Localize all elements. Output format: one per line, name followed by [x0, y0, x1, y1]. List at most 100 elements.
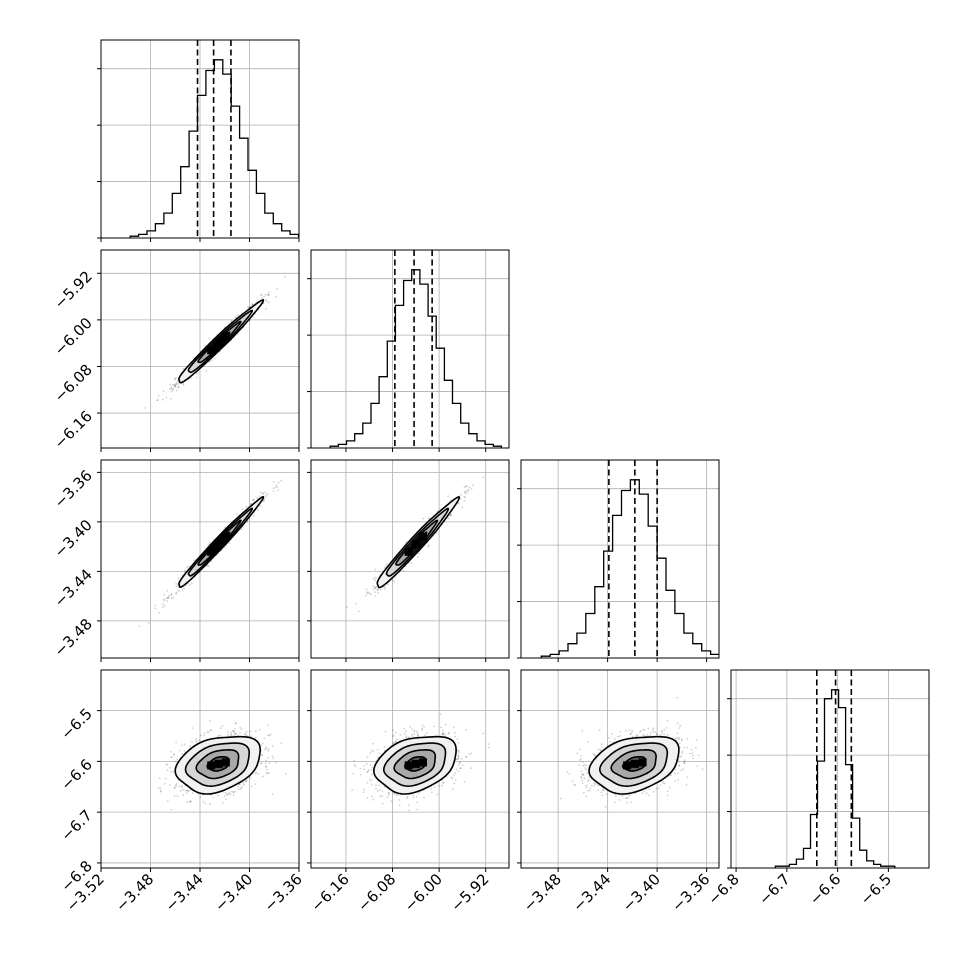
sample-point — [209, 729, 212, 732]
sample-point — [388, 792, 390, 794]
sample-point — [398, 804, 401, 806]
sample-point — [163, 783, 166, 785]
sample-point — [174, 385, 177, 388]
y-tick-label: −3.36 — [51, 466, 96, 511]
sample-point — [228, 792, 230, 795]
histogram-0 — [129, 40, 299, 238]
sample-point — [227, 734, 229, 736]
sample-point — [262, 742, 264, 745]
sample-point — [428, 517, 430, 520]
sample-point — [267, 301, 270, 304]
sample-point — [164, 777, 167, 780]
sample-point — [267, 493, 269, 495]
sample-point — [265, 300, 268, 303]
sample-point — [374, 591, 376, 593]
sample-point — [138, 625, 141, 627]
y-tick-label: −6.6 — [57, 755, 95, 793]
sample-point — [159, 790, 162, 793]
sample-point — [268, 734, 271, 737]
sample-point — [170, 597, 173, 600]
sample-point — [232, 794, 235, 796]
sample-point — [465, 485, 468, 488]
sample-point — [421, 724, 424, 727]
sample-point — [403, 727, 406, 730]
sample-point — [175, 582, 178, 585]
sample-point — [416, 808, 419, 811]
sample-point — [173, 795, 176, 797]
sample-point — [256, 497, 259, 499]
sample-point — [232, 730, 235, 732]
sample-point — [423, 796, 425, 799]
sample-point — [370, 783, 373, 786]
sample-point — [275, 296, 277, 298]
sample-point — [465, 492, 468, 495]
sample-point — [177, 386, 180, 389]
sample-point — [442, 732, 445, 734]
sample-point — [241, 528, 243, 531]
sample-point — [173, 787, 176, 789]
sample-point — [177, 386, 180, 389]
sample-point — [422, 517, 425, 520]
scatter-content-2-1 — [346, 476, 485, 613]
sample-point — [457, 770, 460, 772]
sample-point — [267, 294, 270, 296]
panel-frame — [100, 39, 300, 239]
contour-line-1 — [395, 519, 439, 566]
sample-point — [470, 752, 473, 755]
sample-point — [173, 384, 176, 387]
scatter-content-3-1 — [351, 713, 490, 812]
sample-point — [384, 730, 387, 733]
contour-line-0 — [404, 531, 428, 556]
sample-point — [465, 728, 468, 731]
sample-point — [178, 590, 181, 592]
panel-frame — [100, 459, 300, 659]
sample-point — [182, 367, 185, 370]
sample-point — [413, 729, 416, 732]
sample-point — [387, 583, 389, 586]
sample-point — [245, 780, 247, 783]
sample-point — [355, 602, 357, 605]
sample-point — [172, 387, 175, 390]
sample-point — [264, 762, 267, 765]
contour-line-1 — [195, 748, 240, 780]
sample-point — [164, 605, 166, 607]
sample-point — [193, 559, 196, 562]
sample-point — [175, 741, 178, 744]
sample-point — [436, 510, 439, 512]
sample-point — [166, 600, 169, 602]
sample-point — [264, 495, 267, 498]
contour-line-0 — [206, 756, 230, 772]
sample-point — [394, 731, 397, 734]
density-peak — [207, 761, 216, 770]
sample-point — [237, 785, 240, 788]
sample-point — [188, 565, 191, 568]
sample-point — [249, 730, 252, 733]
sample-point — [395, 794, 398, 796]
sample-point — [374, 576, 377, 579]
sample-point — [191, 727, 194, 729]
sample-point — [160, 790, 162, 792]
sample-point — [465, 489, 468, 492]
density-peak — [207, 547, 216, 556]
sample-point — [264, 299, 267, 301]
sample-point — [189, 800, 192, 803]
sample-point — [258, 728, 261, 731]
sample-point — [252, 498, 254, 501]
sample-point — [162, 603, 165, 606]
sample-point — [257, 773, 260, 775]
sample-point — [239, 732, 242, 734]
sample-point — [252, 514, 255, 517]
sample-point — [417, 734, 419, 737]
sample-point — [249, 777, 252, 779]
sample-point — [228, 542, 231, 544]
sample-point — [267, 734, 269, 737]
sample-point — [363, 765, 366, 767]
sample-point — [170, 386, 173, 389]
sample-point — [147, 621, 150, 624]
sample-point — [409, 726, 411, 728]
sample-point — [162, 398, 164, 401]
sample-point — [163, 599, 166, 602]
sample-point — [162, 598, 165, 601]
sample-point — [457, 757, 459, 760]
sample-point — [463, 499, 466, 502]
